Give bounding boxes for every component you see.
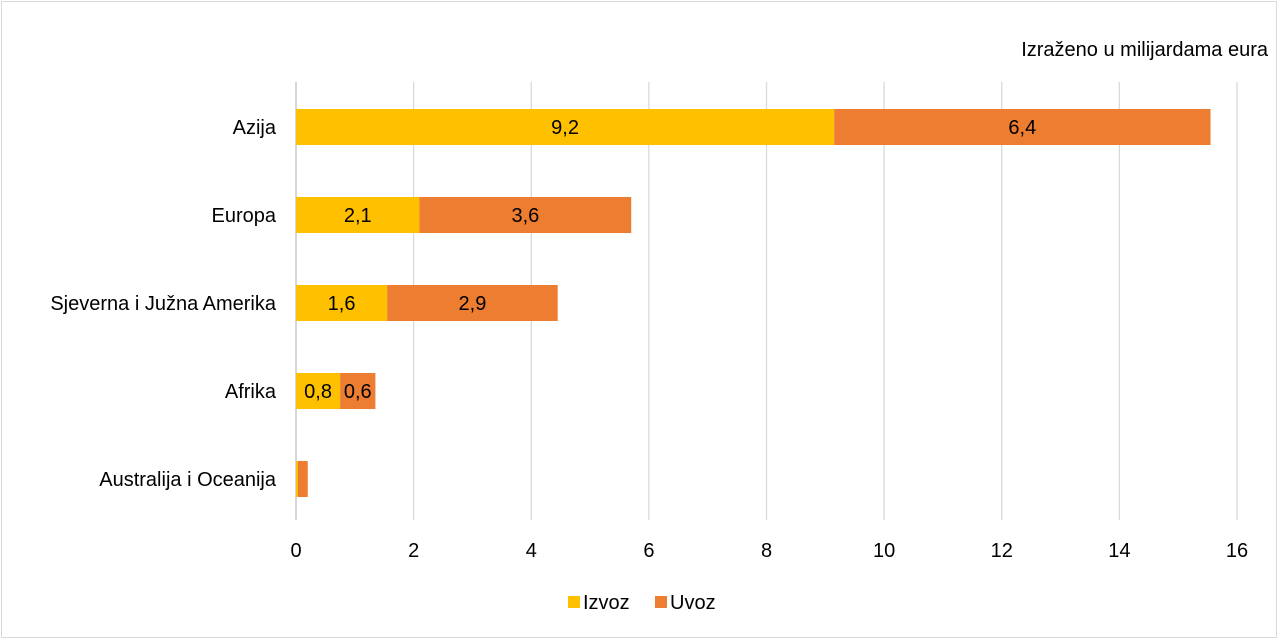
legend-label: Izvoz — [583, 592, 630, 614]
data-label: 3,6 — [511, 205, 539, 227]
x-tick-labels: 0 2 4 6 8 10 12 14 16 — [290, 540, 1248, 562]
data-label: 2,9 — [459, 293, 487, 315]
data-label: 9,2 — [551, 117, 579, 139]
bar-uvoz — [387, 285, 558, 321]
data-label: 0,6 — [344, 381, 372, 403]
x-tick-label: 10 — [873, 540, 895, 562]
bar-izvoz — [296, 109, 835, 145]
legend-swatch-uvoz — [655, 596, 667, 608]
data-label: 6,4 — [1008, 117, 1036, 139]
x-tick-label: 6 — [643, 540, 654, 562]
bar-uvoz — [834, 109, 1211, 145]
legend-label: Uvoz — [670, 592, 716, 614]
bar-uvoz — [340, 373, 376, 409]
category-label: Sjeverna i Južna Amerika — [50, 293, 277, 315]
legend-swatch-izvoz — [568, 596, 580, 608]
bars — [296, 109, 1211, 497]
x-tick-label: 14 — [1108, 540, 1130, 562]
legend: Izvoz Uvoz — [568, 592, 716, 614]
data-label: 0,8 — [304, 381, 332, 403]
x-tick-label: 0 — [290, 540, 301, 562]
category-label: Azija — [233, 117, 277, 139]
x-tick-label: 12 — [991, 540, 1013, 562]
x-tick-label: 16 — [1226, 540, 1248, 562]
chart-subtitle: Izraženo u milijardama eura — [1021, 39, 1269, 61]
bar-izvoz — [296, 285, 388, 321]
data-label: 1,6 — [328, 293, 356, 315]
bar-uvoz — [419, 197, 632, 233]
bar-labels: 9,2 6,4 2,1 3,6 1,6 2,9 0,8 0,6 — [304, 117, 1036, 403]
category-label: Australija i Oceanija — [99, 469, 277, 491]
category-label: Europa — [212, 205, 277, 227]
x-tick-label: 2 — [408, 540, 419, 562]
x-tick-label: 4 — [526, 540, 537, 562]
bar-izvoz — [296, 461, 298, 497]
data-label: 2,1 — [344, 205, 372, 227]
x-tick-label: 8 — [761, 540, 772, 562]
category-labels: Azija Europa Sjeverna i Južna Amerika Afrik… — [50, 117, 277, 491]
category-label: Afrika — [225, 381, 277, 403]
bar-izvoz — [296, 197, 420, 233]
gridlines — [295, 82, 1238, 520]
bar-uvoz — [297, 461, 308, 497]
bar-izvoz — [296, 373, 341, 409]
